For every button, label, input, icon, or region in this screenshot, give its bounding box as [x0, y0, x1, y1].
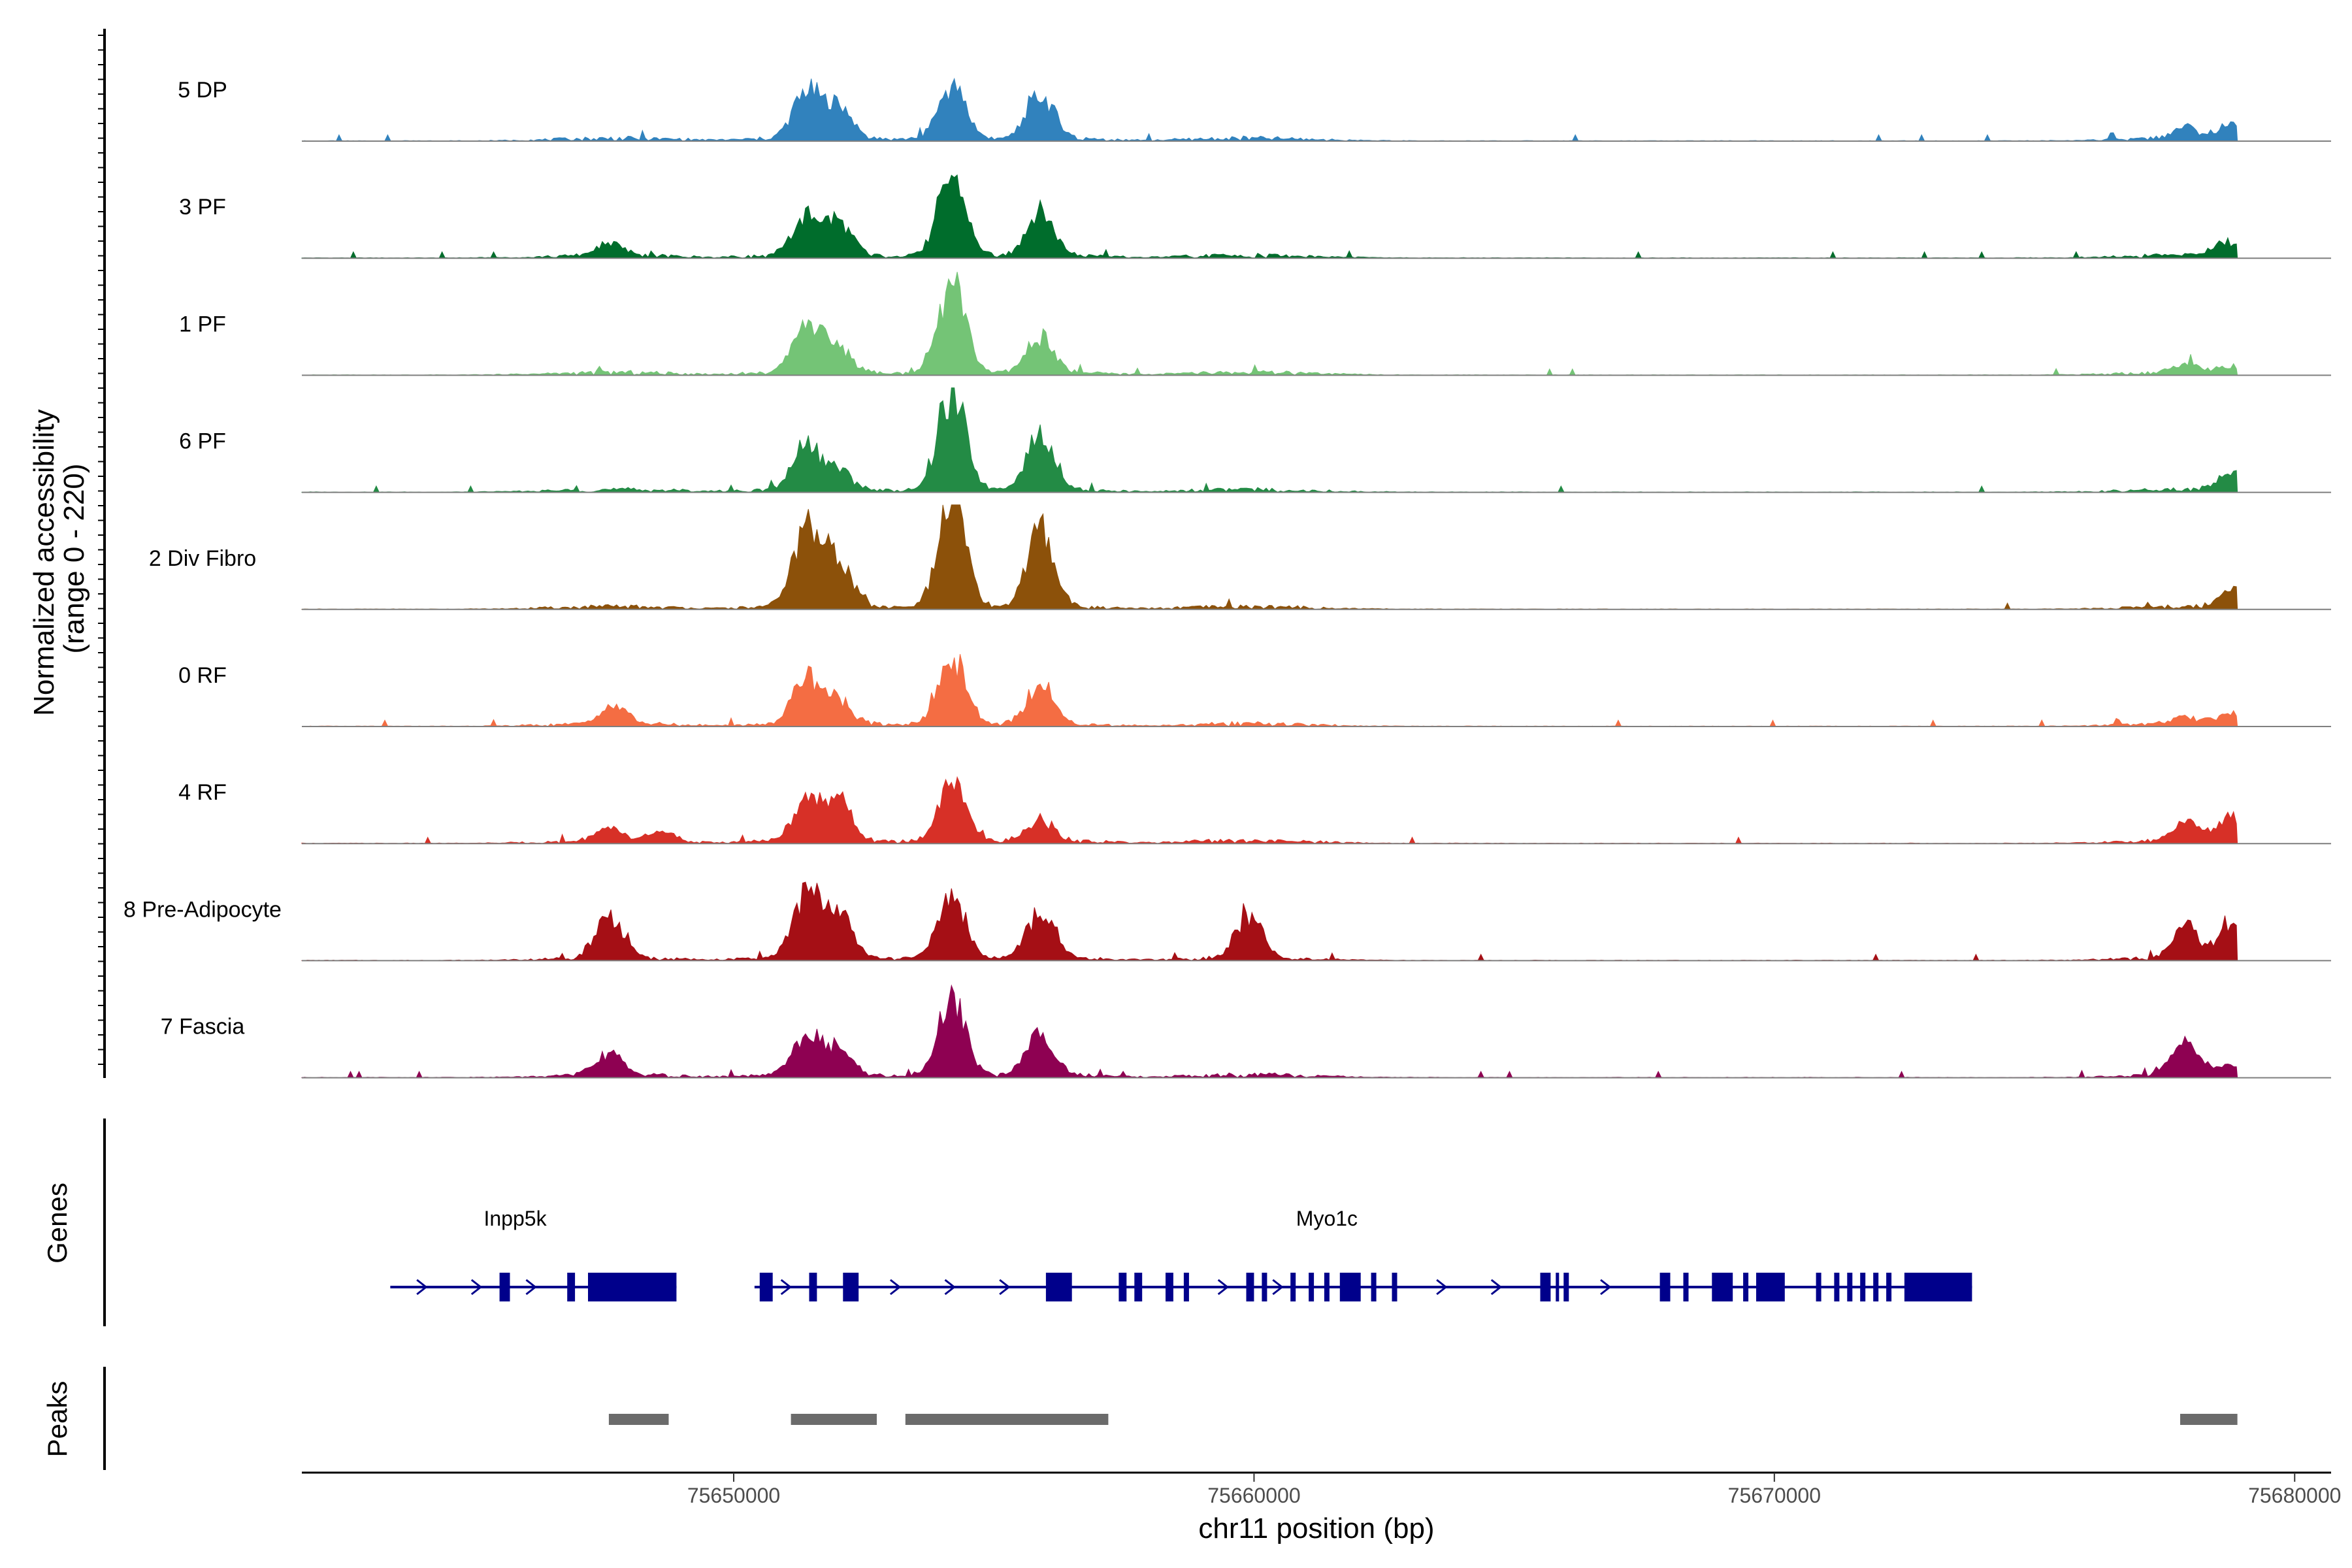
x-tick-label: 75660000 — [1207, 1484, 1300, 1507]
gene-label: Inpp5k — [483, 1207, 547, 1230]
track-label: 1 PF — [179, 312, 226, 336]
exon — [1309, 1273, 1315, 1301]
exon — [1371, 1273, 1377, 1301]
exon — [1392, 1273, 1397, 1301]
peaks-panel-title: Peaks — [42, 1381, 73, 1458]
strand-arrow — [889, 1279, 902, 1296]
exon — [809, 1273, 817, 1301]
peak-region — [905, 1414, 1109, 1425]
exon — [588, 1273, 677, 1301]
exon — [1659, 1273, 1671, 1301]
track-2: 1 PF — [179, 272, 2331, 376]
strand-arrow — [999, 1279, 1011, 1296]
coverage-y-ticks — [98, 35, 105, 1065]
track-label: 4 RF — [178, 780, 227, 805]
genes-panel: Inpp5k Myo1c — [390, 1207, 1972, 1301]
strand-arrow — [780, 1279, 792, 1296]
track-label: 3 PF — [179, 195, 226, 220]
exon — [1563, 1273, 1569, 1301]
exon — [1262, 1273, 1267, 1301]
track-6: 4 RF — [178, 776, 2331, 845]
peaks-panel — [608, 1414, 2238, 1425]
strand-arrow — [1600, 1279, 1612, 1296]
exon — [1183, 1273, 1189, 1301]
track-4: 2 Div Fibro — [149, 504, 2331, 610]
strand-arrow — [525, 1279, 537, 1296]
x-tick-label: 75650000 — [687, 1484, 780, 1507]
gene-label: Myo1c — [1296, 1207, 1358, 1230]
exon — [1743, 1273, 1749, 1301]
genes-panel-title: Genes — [42, 1183, 73, 1264]
exon — [1166, 1273, 1173, 1301]
exon — [1886, 1273, 1892, 1301]
exon — [1119, 1273, 1127, 1301]
strand-arrow — [1436, 1279, 1448, 1296]
track-5: 0 RF — [178, 654, 2331, 727]
exon — [1873, 1273, 1879, 1301]
exon — [1816, 1273, 1821, 1301]
track-label: 6 PF — [179, 429, 226, 454]
strand-arrow — [944, 1279, 956, 1296]
exon — [1712, 1273, 1733, 1301]
gene-myo1c: Myo1c — [754, 1207, 1972, 1301]
strand-arrow — [470, 1279, 483, 1296]
track-8: 7 Fascia — [161, 984, 2331, 1079]
exon — [1134, 1273, 1143, 1301]
strand-arrow — [1272, 1279, 1284, 1296]
exon — [1847, 1273, 1853, 1301]
track-label: 7 Fascia — [161, 1015, 245, 1039]
track-label: 5 DP — [178, 78, 227, 103]
exon — [499, 1273, 510, 1301]
coverage-y-axis-title: Normalized accessibility (range 0 - 220) — [28, 401, 90, 716]
coverage-tracks: 5 DP 3 PF 1 PF 6 PF 2 Div Fibro 0 RF 4 RF 8 Pre… — [123, 77, 2331, 1079]
exon — [1246, 1273, 1254, 1301]
track-0: 5 DP — [178, 77, 2331, 142]
x-axis-ticks: 75650000 75660000 75670000 75680000 — [687, 1473, 2341, 1507]
exon — [567, 1273, 576, 1301]
track-1: 3 PF — [179, 174, 2331, 259]
exon — [1756, 1273, 1785, 1301]
exon — [1834, 1273, 1840, 1301]
x-tick-label: 75670000 — [1728, 1484, 1821, 1507]
exon — [1045, 1273, 1072, 1301]
exon — [1556, 1273, 1560, 1301]
peak-region — [2180, 1414, 2238, 1425]
track-7: 8 Pre-Adipocyte — [123, 881, 2331, 962]
exon — [1339, 1273, 1361, 1301]
track-3: 6 PF — [179, 387, 2331, 493]
exon — [1904, 1273, 1972, 1301]
exon — [843, 1273, 859, 1301]
exon — [1540, 1273, 1551, 1301]
exon — [1324, 1273, 1330, 1301]
strand-arrow — [1490, 1279, 1503, 1296]
exon — [1860, 1273, 1866, 1301]
strand-arrow — [1217, 1279, 1230, 1296]
strand-arrow — [416, 1279, 428, 1296]
exon — [759, 1273, 773, 1301]
exon — [1290, 1273, 1296, 1301]
x-tick-label: 75680000 — [2248, 1484, 2341, 1507]
track-label: 0 RF — [178, 663, 227, 688]
gene-inpp5k: Inpp5k — [390, 1207, 677, 1301]
track-label: 8 Pre-Adipocyte — [123, 897, 282, 922]
exon — [1683, 1273, 1689, 1301]
peak-region — [608, 1414, 669, 1425]
x-axis-title: chr11 position (bp) — [1198, 1512, 1434, 1544]
track-label: 2 Div Fibro — [149, 546, 256, 571]
peak-region — [791, 1414, 877, 1425]
